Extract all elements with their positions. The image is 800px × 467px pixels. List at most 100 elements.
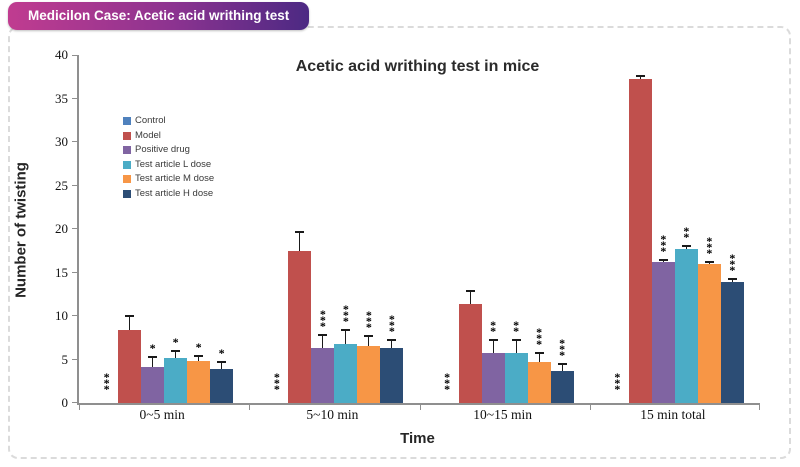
significance-marker: * * *	[388, 311, 395, 338]
significance-marker: * * *	[342, 301, 349, 328]
bar	[118, 329, 142, 403]
bar	[628, 78, 652, 403]
legend-label: Test article L dose	[135, 158, 212, 170]
error-bar-cap	[534, 351, 544, 354]
bar	[210, 369, 234, 403]
x-category-label: 0~5 min	[139, 407, 185, 422]
error-bar	[368, 336, 370, 347]
bar	[550, 370, 574, 403]
error-bar-cap	[511, 339, 521, 342]
error-bar-cap	[125, 315, 135, 317]
error-bar-cap	[171, 349, 181, 352]
legend-label: Model	[135, 129, 161, 141]
y-tick-mark	[72, 228, 77, 229]
legend-label: Test article H dose	[135, 187, 214, 199]
error-bar	[515, 340, 517, 354]
bar	[164, 357, 188, 403]
y-tick-mark	[72, 97, 77, 99]
legend-label: Positive drug	[135, 144, 190, 155]
case-badge-label: Medicilon Case: Acetic acid writhing tes…	[28, 8, 290, 23]
significance-marker: * * *	[614, 370, 621, 396]
error-bar-cap	[217, 361, 227, 364]
x-category-label: 15 min total	[640, 407, 706, 422]
error-bar-cap	[465, 289, 475, 292]
error-bar	[469, 290, 471, 304]
legend-entry: Test article L dose	[123, 158, 214, 170]
case-badge: Medicilon Case: Acetic acid writhing tes…	[8, 2, 310, 30]
y-tick-label: 10	[55, 308, 68, 323]
x-tick-mark	[79, 405, 80, 410]
y-axis-title: Number of twisting	[12, 162, 30, 298]
bar	[458, 303, 482, 403]
y-tick-mark	[72, 141, 77, 142]
legend: Control Model Positive drug Test article L …	[123, 116, 214, 203]
error-bar-cap	[635, 74, 645, 77]
significance-marker: * *	[683, 224, 690, 245]
x-tick-mark	[249, 405, 251, 410]
significance-marker: * * *	[444, 370, 451, 396]
y-axis-ticks: 0 5 10 15 20 25 30 35 40	[28, 47, 77, 410]
significance-marker: *	[195, 340, 202, 355]
x-axis-title: Time	[400, 430, 435, 447]
significance-marker: * * *	[536, 324, 543, 351]
error-bar-cap	[364, 335, 374, 338]
error-bar-cap	[704, 261, 714, 264]
significance-marker: * * *	[729, 251, 736, 278]
y-tick-label: 0	[61, 395, 69, 410]
legend-swatch	[123, 146, 131, 154]
bar	[674, 249, 698, 403]
legend-label: Test article M dose	[135, 173, 215, 184]
error-bar	[198, 356, 200, 362]
y-tick-mark	[72, 184, 77, 186]
bar	[527, 362, 551, 403]
error-bar-cap	[194, 355, 204, 358]
legend-swatch	[123, 160, 131, 169]
significance-marker: * * *	[706, 234, 713, 261]
y-tick-label: 40	[55, 47, 68, 62]
significance-marker: * * *	[319, 307, 326, 334]
significance-marker: *	[172, 334, 179, 349]
y-tick-mark	[72, 315, 77, 316]
error-bar	[129, 316, 131, 330]
error-bar	[175, 350, 177, 358]
significance-marker: * * *	[559, 335, 566, 362]
significance-marker: *	[149, 340, 156, 355]
legend-swatch	[123, 189, 131, 198]
bar	[187, 361, 211, 403]
bar	[504, 353, 528, 403]
significance-marker: * *	[513, 318, 520, 339]
error-bar-cap	[727, 278, 737, 281]
significance-marker: * * *	[365, 308, 372, 335]
bar	[357, 346, 381, 403]
significance-marker: *	[218, 346, 225, 361]
error-bar	[731, 279, 733, 283]
bar	[288, 250, 312, 403]
legend-swatch	[123, 117, 131, 125]
error-bar	[685, 246, 687, 250]
error-bar-cap	[557, 362, 567, 365]
y-tick-mark	[72, 402, 77, 403]
error-bar	[221, 362, 223, 370]
error-bar	[561, 363, 563, 371]
error-bar-cap	[148, 355, 158, 358]
error-bar-cap	[387, 338, 397, 341]
y-tick-label: 15	[55, 264, 68, 280]
y-tick-label: 35	[55, 90, 68, 106]
error-bar	[492, 340, 494, 353]
significance-marker: * * *	[660, 232, 667, 259]
bar	[651, 262, 675, 403]
x-category-label: 5~10 min	[306, 407, 359, 422]
error-bar-cap	[318, 334, 328, 337]
legend-entry: Test article H dose	[123, 187, 214, 199]
error-bar	[345, 329, 347, 344]
y-tick-mark	[72, 271, 77, 273]
x-tick-mark	[589, 405, 591, 410]
legend-entry: Control	[123, 116, 214, 126]
error-bar-cap	[658, 259, 668, 262]
error-bar-cap	[681, 245, 691, 248]
y-tick-mark	[72, 358, 77, 360]
legend-swatch	[123, 131, 131, 140]
error-bar	[639, 75, 641, 79]
y-tick-label: 5	[61, 351, 69, 367]
